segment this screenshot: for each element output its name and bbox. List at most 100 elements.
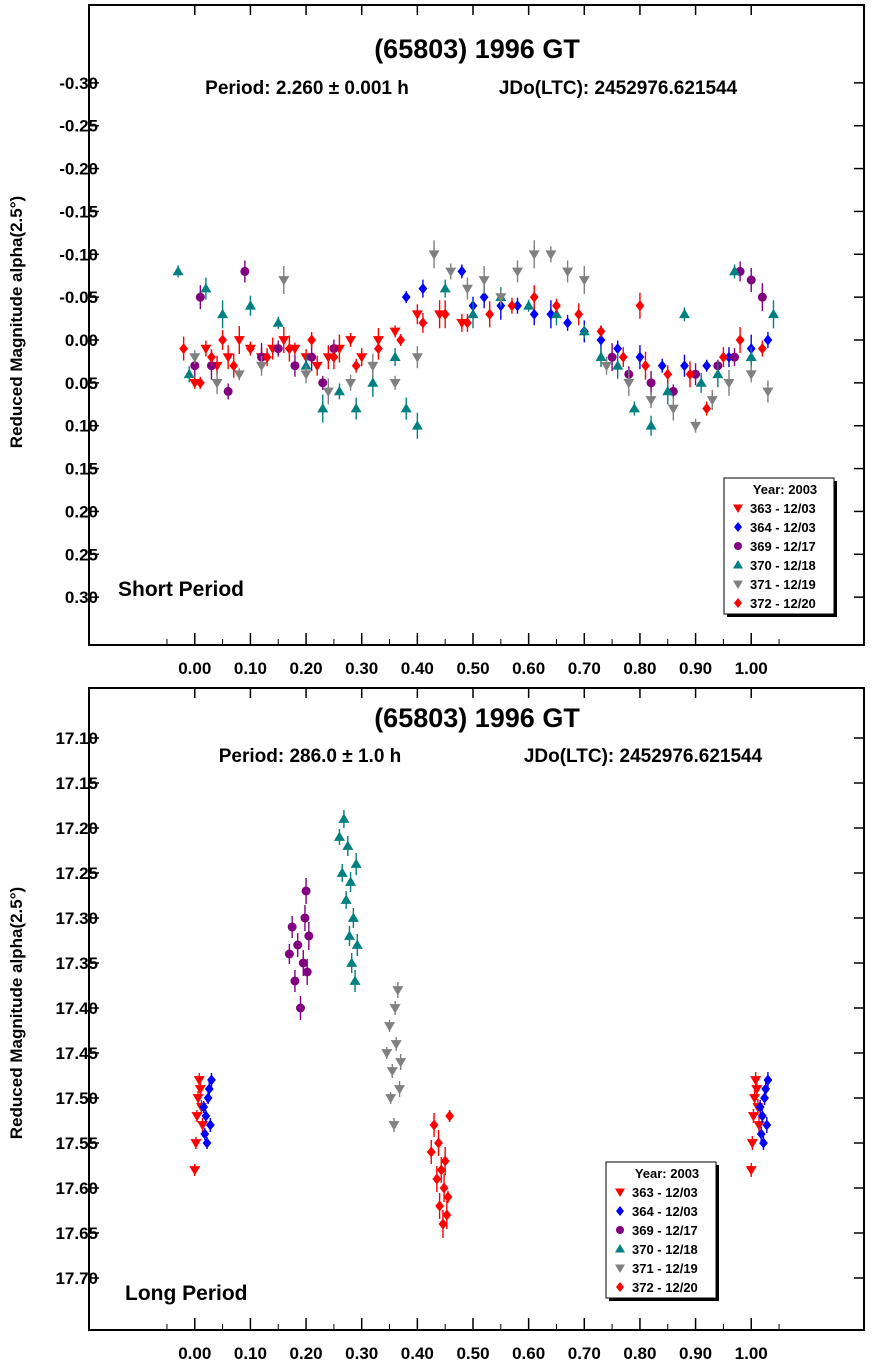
x-tick-label: 0.00 [178, 1344, 211, 1363]
data-point [745, 370, 757, 380]
y-tick-label: 17.35 [55, 954, 98, 973]
data-point [207, 1074, 216, 1086]
data-point [190, 361, 200, 371]
x-tick-label: 0.60 [512, 659, 545, 678]
data-point [507, 300, 517, 312]
data-point [400, 403, 412, 413]
y-tick-label: 17.30 [55, 909, 98, 928]
data-point [563, 317, 572, 329]
x-tick-label: 1.00 [735, 1344, 768, 1363]
data-point [757, 292, 767, 302]
x-tick-label: 0.00 [178, 659, 211, 678]
data-point [712, 368, 724, 379]
data-point [442, 1209, 452, 1221]
y-tick-label: 0.20 [65, 502, 98, 521]
y-tick-label: 17.40 [55, 999, 98, 1018]
data-point [349, 975, 361, 985]
data-point [440, 308, 450, 320]
data-point [389, 351, 401, 361]
y-tick-label: 0.15 [65, 460, 98, 479]
data-point [233, 336, 245, 346]
long-period-panel: (65803) 1996 GT Period: 286.0 ± 1.0 h JDo(… [0, 683, 877, 1365]
data-point [662, 385, 674, 396]
data-point [760, 1092, 769, 1104]
data-point [680, 360, 689, 372]
data-point [706, 396, 718, 406]
data-point [432, 1173, 442, 1185]
data-point [190, 1139, 202, 1149]
short-period-panel: (65803) 1996 GT Period: 2.260 ± 0.001 h JD… [0, 0, 877, 682]
y-tick-label: 17.10 [55, 729, 98, 748]
data-point [578, 276, 590, 286]
data-point [434, 1137, 443, 1149]
data-point [342, 840, 354, 850]
data-point [290, 361, 300, 371]
data-point [385, 1094, 397, 1104]
data-point [767, 308, 779, 319]
data-point [340, 894, 352, 904]
y-tick-label: 17.45 [55, 1044, 98, 1063]
y-tick-label: 0.00 [65, 331, 98, 350]
data-point [298, 958, 308, 968]
data-point [193, 1076, 205, 1086]
x-tick-label: 0.10 [234, 659, 267, 678]
data-point [545, 250, 557, 260]
data-point [645, 420, 657, 430]
y-tick-label: -0.05 [59, 288, 98, 307]
data-point [757, 343, 767, 355]
data-point [223, 386, 233, 396]
y-tick-label: 17.20 [55, 819, 98, 838]
data-point [439, 283, 451, 293]
epoch-label: JDo(LTC): 2452976.621544 [524, 746, 763, 767]
data-point [296, 1003, 305, 1013]
period-type-label: Long Period [125, 1282, 248, 1305]
legend-entry: 371 - 12/19 [750, 577, 816, 592]
y-tick-label: 17.15 [55, 774, 98, 793]
x-tick-label: 0.40 [401, 659, 434, 678]
data-point [384, 1022, 396, 1032]
data-point [351, 939, 363, 949]
y-tick-label: -0.15 [59, 202, 98, 221]
data-point [411, 420, 423, 430]
data-point [529, 291, 539, 303]
data-point [763, 1074, 773, 1086]
data-point [730, 352, 740, 362]
data-point [317, 403, 329, 413]
data-point [439, 1182, 449, 1194]
legend-entry: 364 - 12/03 [750, 520, 816, 535]
data-point [192, 1094, 204, 1104]
legend-marker [616, 1206, 624, 1216]
x-tick-label: 0.50 [456, 659, 489, 678]
data-point [562, 267, 574, 277]
data-point [183, 368, 195, 379]
x-tick-label: 1.00 [735, 659, 768, 678]
data-point [746, 1139, 758, 1149]
long-period-chart: (65803) 1996 GT Period: 286.0 ± 1.0 h JDo(… [7, 687, 865, 1363]
data-point [440, 1155, 450, 1167]
data-point [426, 1146, 436, 1158]
x-tick-label: 0.30 [345, 659, 378, 678]
plot-frame [88, 687, 865, 1331]
data-point [302, 967, 312, 977]
data-point [485, 308, 495, 320]
legend-marker [615, 1244, 625, 1253]
data-point [222, 353, 234, 363]
data-point [745, 351, 757, 361]
x-tick-label: 0.20 [290, 1344, 323, 1363]
y-tick-label: 17.60 [55, 1179, 98, 1198]
data-point [528, 250, 540, 260]
data-point [395, 1058, 407, 1068]
data-point [202, 1137, 212, 1149]
legend-title: Year: 2003 [753, 482, 817, 497]
data-point [607, 352, 617, 362]
data-point [329, 351, 339, 363]
data-point [750, 1076, 762, 1086]
data-point [495, 293, 507, 303]
data-point [667, 404, 679, 415]
data-point [194, 1085, 206, 1095]
y-axis-label: Reduced Magnitude alpha(2.5°) [7, 887, 26, 1139]
data-point [396, 334, 406, 346]
y-tick-label: 17.25 [55, 864, 98, 883]
data-point [596, 325, 606, 337]
data-point [262, 351, 272, 363]
